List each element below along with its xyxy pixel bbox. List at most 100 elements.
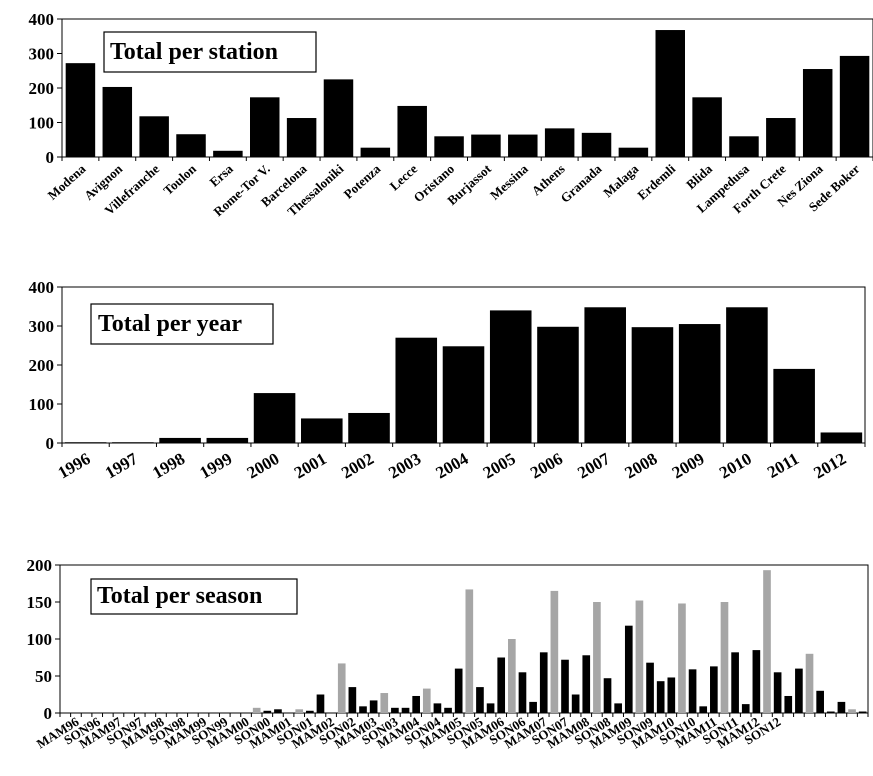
bar [263, 710, 272, 713]
y-tick-label: 300 [29, 45, 55, 64]
bar [858, 711, 867, 713]
x-tick-label: Potenza [341, 161, 384, 202]
bar [720, 602, 729, 713]
x-tick-label: 2008 [621, 449, 660, 482]
x-tick-label: 2007 [574, 449, 613, 483]
bar [380, 693, 389, 713]
bar [444, 707, 452, 713]
chart-title: Total per year [98, 311, 242, 337]
bar [442, 346, 485, 443]
bar [359, 706, 367, 713]
y-tick-label: 400 [29, 278, 55, 297]
bar [176, 134, 206, 157]
bar [391, 707, 399, 713]
chart-title: Total per station [110, 39, 278, 65]
bar [397, 105, 427, 157]
bar [581, 132, 612, 157]
x-tick-label: Ersa [207, 161, 237, 190]
bar [550, 590, 559, 713]
bar [805, 653, 814, 713]
bar [688, 669, 697, 713]
bar [64, 442, 107, 443]
bar [412, 695, 420, 713]
x-tick-label: Granada [557, 161, 604, 206]
bar [323, 79, 354, 157]
bar [603, 678, 612, 713]
x-tick-label: 2006 [527, 449, 566, 482]
x-tick-label: Erdemli [634, 161, 678, 203]
bar [102, 86, 133, 157]
x-tick-label: 2003 [385, 449, 424, 482]
bar [802, 69, 833, 157]
bar [726, 307, 768, 443]
bar [465, 589, 474, 713]
x-tick-label: 2000 [244, 449, 283, 482]
bar [337, 663, 346, 713]
bar [752, 650, 761, 713]
x-tick-label: 2010 [716, 449, 755, 482]
y-tick-label: 0 [46, 148, 55, 167]
x-tick-label: 1996 [55, 449, 94, 482]
bar [667, 677, 676, 713]
bar [486, 703, 495, 713]
x-tick-label: Toulon [160, 161, 199, 198]
bar [692, 97, 722, 157]
bar [489, 310, 532, 443]
x-tick-label: Blida [683, 161, 715, 192]
bar [614, 703, 622, 713]
bar [213, 150, 243, 157]
bar [508, 134, 538, 157]
bar [348, 412, 390, 443]
bar [678, 603, 686, 713]
y-tick-label: 300 [29, 317, 55, 336]
bar [537, 326, 579, 443]
y-tick-label: 50 [35, 667, 52, 686]
bar [497, 657, 506, 713]
y-tick-label: 200 [29, 79, 55, 98]
bar [766, 118, 796, 157]
bar [301, 418, 343, 443]
bar [529, 701, 537, 713]
bar [316, 694, 325, 713]
bar [252, 707, 261, 713]
bar [65, 63, 96, 157]
y-tick-label: 100 [29, 114, 55, 133]
bar [584, 307, 626, 443]
bar [741, 704, 750, 713]
bar [839, 55, 870, 157]
bar [476, 687, 484, 713]
bar [655, 30, 685, 157]
bar [508, 639, 516, 713]
bar [582, 655, 591, 713]
chart-title: Total per season [97, 583, 262, 609]
bar [635, 600, 644, 713]
y-tick-label: 100 [27, 630, 53, 649]
bar [624, 625, 633, 713]
bar [401, 707, 410, 713]
bar [306, 710, 314, 713]
x-tick-label: 2011 [764, 449, 802, 482]
bar [518, 672, 527, 713]
bar [678, 324, 721, 443]
bar [837, 701, 846, 713]
bar [274, 709, 282, 713]
bar [593, 602, 601, 713]
bar [471, 134, 501, 157]
bar [139, 116, 169, 157]
bar [561, 659, 569, 713]
bar [159, 437, 201, 443]
bar [631, 327, 674, 443]
bar [250, 97, 280, 157]
bar [433, 703, 442, 713]
x-tick-label: 2005 [480, 449, 519, 482]
y-tick-label: 100 [29, 395, 55, 414]
bar [784, 695, 793, 713]
bar [434, 136, 464, 157]
bar [618, 147, 649, 157]
x-tick-label: 1997 [102, 449, 141, 483]
bar [539, 652, 548, 713]
bar [253, 393, 296, 443]
bar [773, 672, 782, 713]
